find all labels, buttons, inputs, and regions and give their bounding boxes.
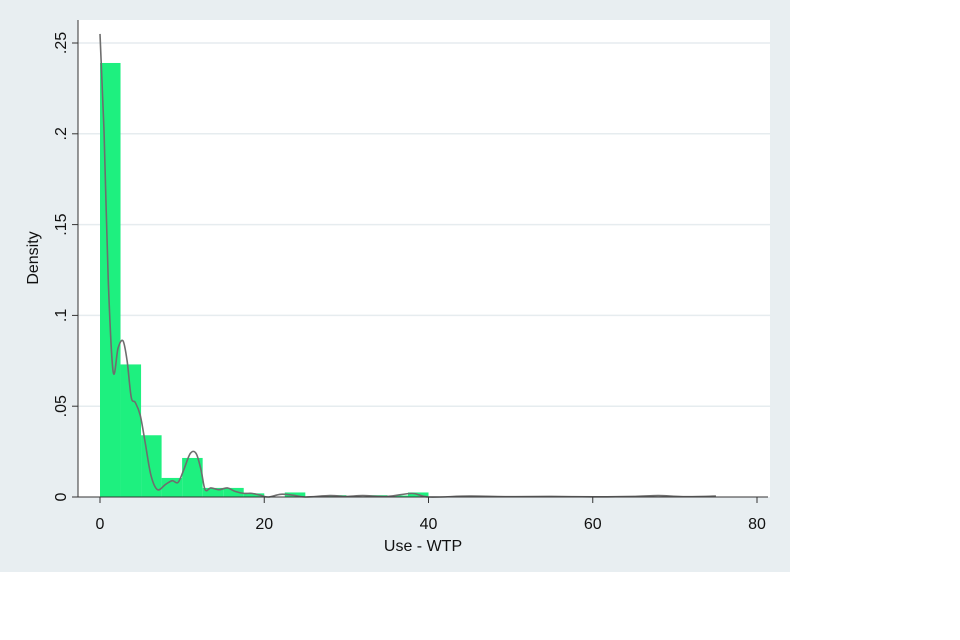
y-axis-label: Density: [25, 231, 42, 284]
histogram-bar: [223, 487, 244, 497]
x-tick-label: 40: [420, 516, 438, 533]
y-ticks: 0 .05 .1 .15 .2 .25: [53, 32, 78, 501]
histogram-bar: [182, 457, 203, 497]
y-tick-label: .05: [53, 395, 70, 417]
gridlines: [78, 42, 770, 407]
y-tick-label: .25: [53, 32, 70, 54]
x-tick-label: 20: [255, 516, 273, 533]
x-tick-label: 80: [748, 516, 766, 533]
histogram-bar: [141, 435, 162, 497]
histogram-bar: [387, 495, 408, 497]
y-tick-label: .15: [53, 213, 70, 235]
x-tick-label: 0: [96, 516, 105, 533]
histogram-bar: [120, 364, 142, 497]
x-ticks: 0 20 40 60 80: [96, 497, 766, 533]
plot-area: [78, 20, 770, 497]
y-tick-label: .1: [53, 309, 70, 322]
y-tick-label: .2: [53, 127, 70, 140]
x-tick-label: 60: [584, 516, 602, 533]
x-axis-label: Use - WTP: [384, 538, 462, 555]
histogram-bar: [100, 62, 121, 497]
y-tick-label: 0: [53, 492, 70, 501]
histogram-bar: [202, 487, 224, 497]
histogram-bar: [243, 493, 265, 497]
